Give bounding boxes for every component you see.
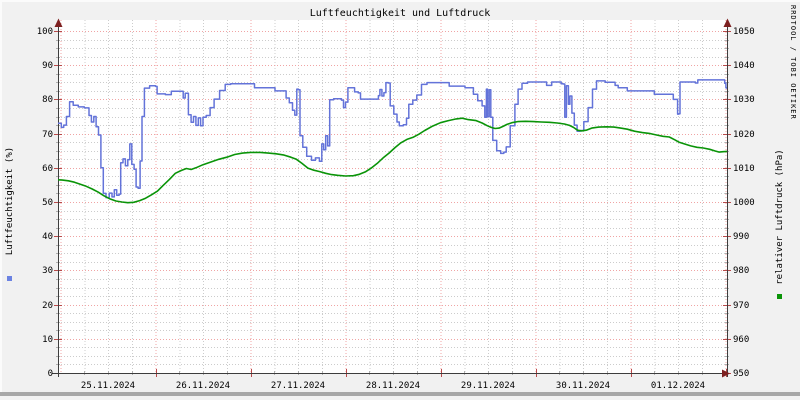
right-axis-arrow-icon (723, 18, 732, 27)
left-tick-label: 20 (42, 301, 53, 311)
right-tick-label: 1050 (733, 27, 755, 37)
plot-canvas (58, 20, 727, 373)
right-tick-label: 970 (733, 301, 749, 311)
x-date-label: 25.11.2024 (81, 381, 135, 391)
x-date-label: 01.12.2024 (651, 381, 705, 391)
right-tick-label: 1030 (733, 95, 755, 105)
right-tick-label: 990 (733, 232, 749, 242)
right-tick-label: 1020 (733, 130, 755, 140)
right-tick-label: 980 (733, 266, 749, 276)
right-tick-label: 1010 (733, 164, 755, 174)
right-tick-label: 960 (733, 335, 749, 345)
left-tick-label: 80 (42, 95, 53, 105)
x-date-label: 27.11.2024 (271, 381, 325, 391)
x-date-label: 26.11.2024 (176, 381, 230, 391)
left-tick-label: 10 (42, 335, 53, 345)
left-tick-label: 50 (42, 198, 53, 208)
chart-title: Luftfeuchtigkeit und Luftdruck (310, 8, 491, 19)
x-axis-arrow-icon (722, 369, 730, 378)
frame-bottom-shadow (0, 392, 800, 396)
right-tick-label: 1040 (733, 61, 755, 71)
series-line-humidity (58, 79, 727, 199)
left-tick-label: 60 (42, 164, 53, 174)
right-tick-label: 1000 (733, 198, 755, 208)
frame-left-highlight (0, 0, 2, 400)
left-tick-label: 30 (42, 266, 53, 276)
series-group (58, 79, 727, 204)
left-tick-label: 100 (37, 27, 53, 37)
left-tick-label: 70 (42, 130, 53, 140)
axes (52, 20, 729, 377)
frame-bottom-edge (0, 396, 800, 400)
x-date-label: 28.11.2024 (366, 381, 420, 391)
frame-top-highlight (0, 0, 800, 2)
left-axis-title: Luftfeuchtigkeit (%) (5, 147, 15, 255)
watermark: RRDTOOL / TOBI OETIKER (789, 5, 797, 120)
x-date-label: 30.11.2024 (556, 381, 610, 391)
left-axis-arrow-icon (54, 18, 63, 27)
left-tick-label: 40 (42, 232, 53, 242)
right-axis-title: relativer Luftdruck (hPa) (775, 149, 785, 284)
pressure-legend-marker-icon (777, 294, 782, 299)
left-tick-label: 90 (42, 61, 53, 71)
humidity-legend-marker-icon (7, 276, 12, 281)
series-line-pressure (58, 117, 727, 204)
right-tick-label: 950 (733, 369, 749, 379)
x-date-label: 29.11.2024 (461, 381, 515, 391)
left-tick-label: 0 (48, 369, 53, 379)
grid (58, 20, 727, 373)
